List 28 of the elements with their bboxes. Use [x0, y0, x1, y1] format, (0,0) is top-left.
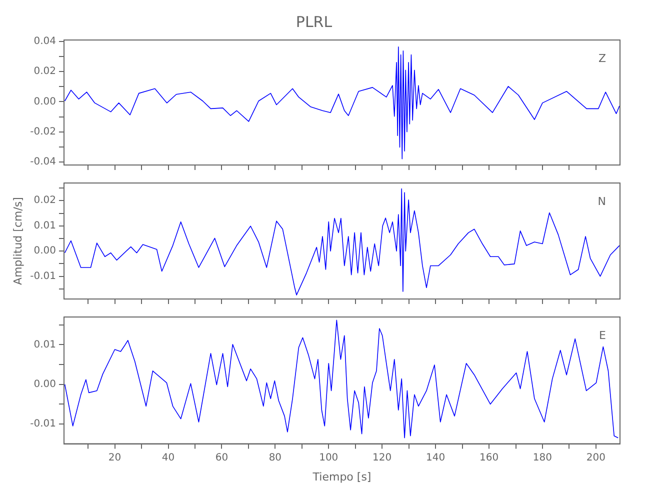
y-tick-label: 0.00: [34, 378, 56, 390]
y-tick-label: -0.02: [30, 126, 56, 138]
y-tick-label: 0.04: [34, 36, 56, 48]
y-tick-label: 0.01: [34, 339, 56, 350]
x-tick-label: 80: [268, 452, 282, 464]
y-tick-label: 0.02: [34, 66, 56, 78]
annotation: N: [598, 195, 606, 208]
y-tick-label: 0.02: [34, 195, 56, 206]
y-tick-label: 0.00: [34, 246, 56, 257]
y-tick-label: -0.04: [30, 156, 56, 168]
x-tick-label: 20: [108, 452, 122, 464]
x-tick-label: 100: [319, 452, 338, 464]
y-tick-label: 0.01: [34, 220, 56, 232]
x-tick-label: 40: [162, 452, 175, 464]
x-axis-title: Tiempo [s]: [312, 470, 372, 484]
x-tick-label: 140: [426, 452, 446, 464]
y-tick-label: 0.00: [34, 96, 56, 108]
chart-title: PLRL: [296, 12, 333, 31]
x-tick-label: 180: [532, 452, 552, 464]
y-axis-title: Amplitud [cm/s]: [11, 197, 24, 285]
x-tick-label: 120: [372, 452, 392, 464]
x-tick-label: 160: [479, 452, 499, 464]
y-tick-label: -0.01: [30, 418, 56, 430]
annotation: Z: [598, 52, 606, 65]
y-tick-label: -0.01: [30, 270, 56, 282]
x-tick-label: 60: [215, 452, 228, 464]
annotation: E: [599, 329, 606, 342]
x-tick-label: 200: [586, 452, 606, 464]
